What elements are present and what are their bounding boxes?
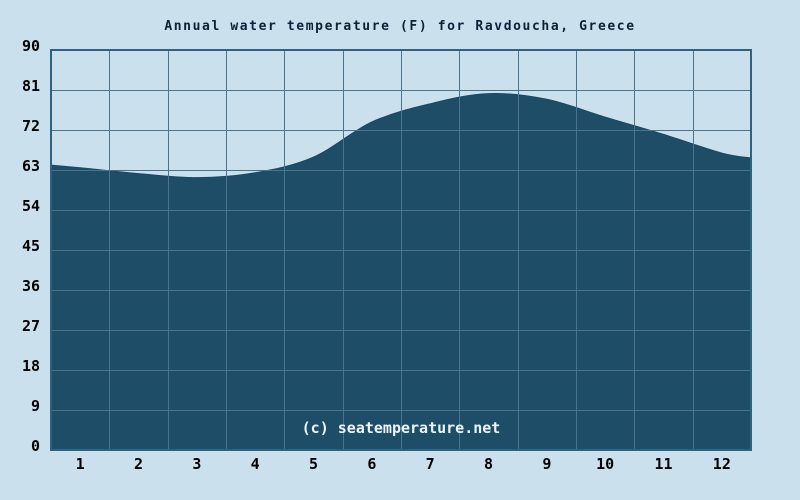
x-tick-label: 9: [542, 455, 552, 473]
x-tick-label: 12: [712, 455, 731, 473]
x-tick-label: 1: [75, 455, 85, 473]
y-tick-label: 63: [21, 157, 40, 175]
x-tick-label: 3: [192, 455, 202, 473]
plot-border: [50, 49, 752, 451]
x-tick-label: 6: [367, 455, 377, 473]
y-tick-label: 18: [21, 357, 40, 375]
y-tick-label: 54: [21, 197, 40, 215]
y-tick-label: 0: [30, 437, 40, 455]
x-tick-label: 11: [654, 455, 673, 473]
watermark: (c) seatemperature.net: [301, 419, 501, 437]
y-tick-label: 27: [21, 317, 40, 335]
x-tick-label: 10: [596, 455, 615, 473]
y-tick-label: 36: [21, 277, 40, 295]
x-tick-label: 4: [250, 455, 260, 473]
y-tick-label: 45: [21, 237, 40, 255]
x-tick-label: 7: [425, 455, 435, 473]
x-tick-label: 8: [483, 455, 494, 473]
chart-title: Annual water temperature (F) for Ravdouc…: [164, 19, 636, 34]
x-tick-label: 2: [133, 455, 144, 473]
grid-lines: [51, 50, 751, 450]
y-tick-label: 90: [21, 37, 40, 55]
y-tick-label: 9: [30, 397, 40, 415]
y-tick-label: 72: [21, 117, 40, 135]
x-tick-label: 5: [308, 455, 319, 473]
y-tick-label: 81: [21, 77, 40, 95]
